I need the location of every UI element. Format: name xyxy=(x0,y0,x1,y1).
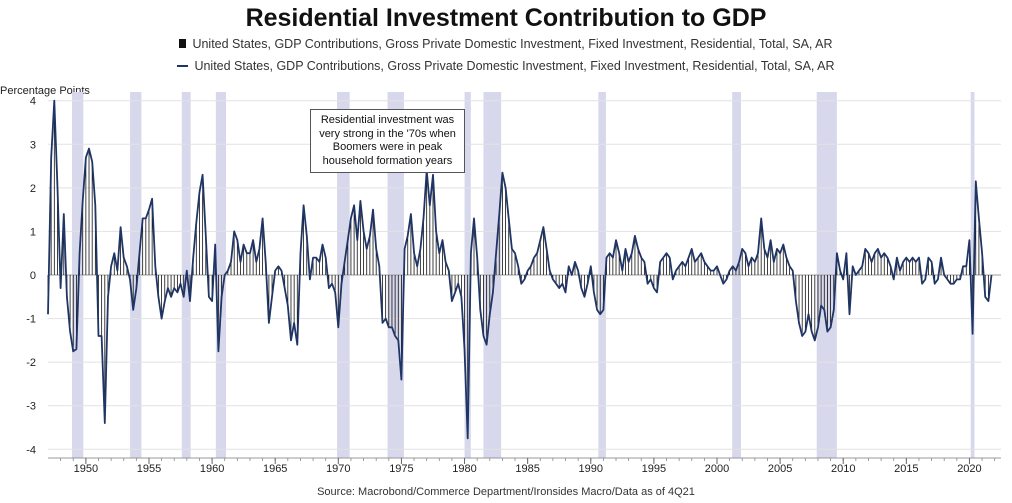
x-tick-label: 1990 xyxy=(579,463,603,475)
legend-label-bars: United States, GDP Contributions, Gross … xyxy=(192,37,833,51)
y-tick-label: 1 xyxy=(30,226,36,238)
x-tick-label: 1985 xyxy=(515,463,539,475)
source-note: Source: Macrobond/Commerce Department/Ir… xyxy=(317,486,695,498)
y-tick-label: -2 xyxy=(26,357,36,369)
x-tick-label: 1975 xyxy=(389,463,413,475)
legend-label-line: United States, GDP Contributions, Gross … xyxy=(194,59,835,73)
legend-line-swatch xyxy=(177,65,189,67)
x-tick-label: 2005 xyxy=(768,463,792,475)
series-line xyxy=(47,99,993,440)
y-tick-label: 2 xyxy=(30,183,36,195)
x-tick-label: 1970 xyxy=(326,463,350,475)
y-tick-label: 3 xyxy=(30,139,36,151)
y-tick-label: 0 xyxy=(30,270,36,282)
legend-item-line: United States, GDP Contributions, Gross … xyxy=(0,59,1012,73)
x-tick-label: 2000 xyxy=(705,463,729,475)
x-tick-label: 1995 xyxy=(642,463,666,475)
annotation-box: Residential investment was very strong i… xyxy=(310,109,465,173)
x-tick-label: 1955 xyxy=(137,463,161,475)
x-tick-label: 2020 xyxy=(957,463,981,475)
chart-title: Residential Investment Contribution to G… xyxy=(245,4,767,32)
legend-bar-swatch xyxy=(179,39,187,48)
x-tick-label: 1960 xyxy=(200,463,224,475)
x-tick-label: 1950 xyxy=(74,463,98,475)
y-tick-label: -3 xyxy=(26,401,36,413)
legend-item-bars: United States, GDP Contributions, Gross … xyxy=(0,37,1012,51)
x-tick-label: 1965 xyxy=(263,463,287,475)
y-axis-label: Percentage Points xyxy=(0,85,90,97)
y-tick-label: 4 xyxy=(30,96,36,108)
x-tick-label: 2010 xyxy=(831,463,855,475)
y-tick-label: -4 xyxy=(26,444,36,456)
x-tick-label: 2015 xyxy=(894,463,918,475)
x-tick-label: 1980 xyxy=(452,463,476,475)
y-tick-label: -1 xyxy=(26,314,36,326)
